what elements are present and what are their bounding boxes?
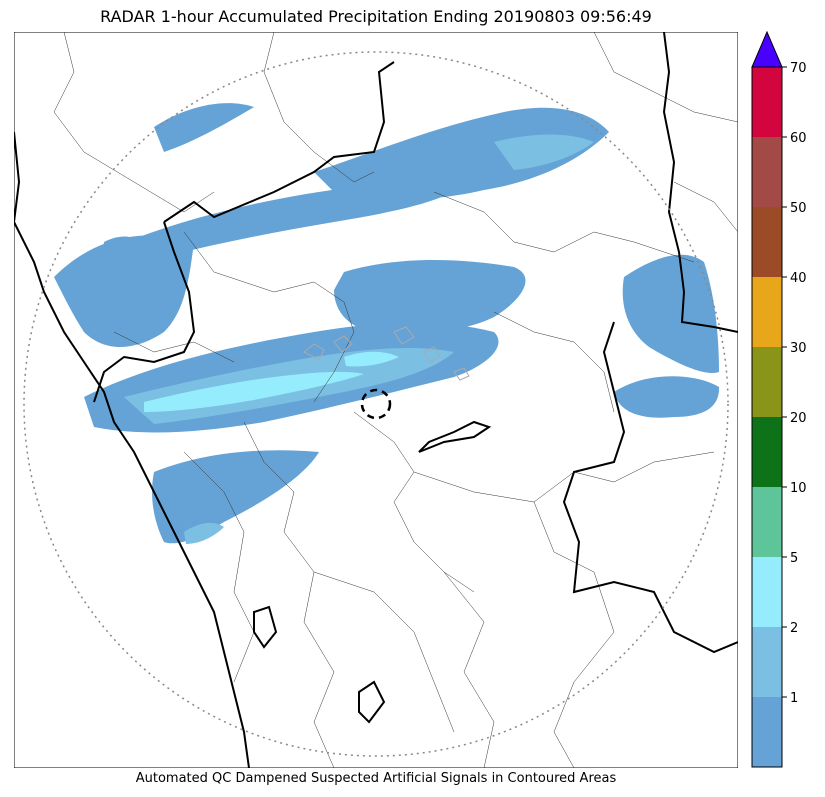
range-ring <box>23 51 729 757</box>
colorbar-tick-label: 20 <box>790 411 807 426</box>
heavy-band-southwest <box>184 522 224 544</box>
colorbar-tick-label: 10 <box>790 481 807 496</box>
precip-band-north <box>114 177 469 257</box>
radar-map[interactable] <box>14 32 738 768</box>
colorbar-tick-label: 2 <box>790 621 798 636</box>
heavy-band-northeast <box>494 134 594 170</box>
colorbar-extend-arrow <box>751 30 783 68</box>
precip-band-central-north <box>334 260 526 334</box>
colorbar-segment <box>752 697 782 767</box>
colorbar-segment <box>752 137 782 207</box>
precip-band-northeast <box>314 107 609 202</box>
colorbar-tick-label: 50 <box>790 201 807 216</box>
chart-title: RADAR 1-hour Accumulated Precipitation E… <box>100 7 652 26</box>
state-border-enclave-south <box>358 680 386 724</box>
state-border-south-enclave <box>418 420 492 453</box>
precip-streak-northwest <box>102 236 144 261</box>
colorbar-segment <box>752 277 782 347</box>
qc-contoured-areas <box>303 326 470 381</box>
core-band-central <box>144 371 364 412</box>
precip-band-east <box>622 254 719 373</box>
state-border-west <box>93 221 196 403</box>
colorbar-segment <box>752 417 782 487</box>
colorbar-segment <box>752 67 782 137</box>
core-patch-north <box>344 351 399 367</box>
chart-caption: Automated QC Dampened Suspected Artifici… <box>135 771 617 786</box>
colorbar-segments <box>752 67 782 767</box>
state-border-east-lower <box>562 321 738 654</box>
colorbar-tick-label: 5 <box>790 551 798 566</box>
colorbar-tick-label: 40 <box>790 271 807 286</box>
state-boundaries <box>14 32 738 768</box>
precip-streak-north <box>154 103 254 152</box>
core-precip-layer <box>144 351 399 412</box>
colorbar-segment <box>752 627 782 697</box>
precip-band-southwest <box>152 450 319 544</box>
state-border-north <box>163 61 395 223</box>
colorbar-ticks: 1 2 5 10 20 30 40 50 60 70 <box>782 61 807 706</box>
colorbar-segment <box>752 347 782 417</box>
precip-band-west <box>54 235 194 347</box>
colorbar-tick-label: 30 <box>790 341 807 356</box>
colorbar-tick-label: 1 <box>790 691 798 706</box>
radar-site-marker[interactable] <box>360 388 392 420</box>
precip-patch-east <box>614 376 720 418</box>
state-border-enclave-west <box>253 605 278 649</box>
district-boundaries <box>53 32 738 768</box>
colorbar-segment <box>752 207 782 277</box>
colorbar-tick-label: 60 <box>790 131 807 146</box>
colorbar-segment <box>752 487 782 557</box>
colorbar-segment <box>752 557 782 627</box>
colorbar-tick-label: 70 <box>790 61 807 76</box>
colorbar: 1 2 5 10 20 30 40 50 60 70 <box>751 30 807 768</box>
state-border-east <box>662 32 738 333</box>
precipitation-layer <box>54 103 720 544</box>
coastline <box>14 131 250 768</box>
